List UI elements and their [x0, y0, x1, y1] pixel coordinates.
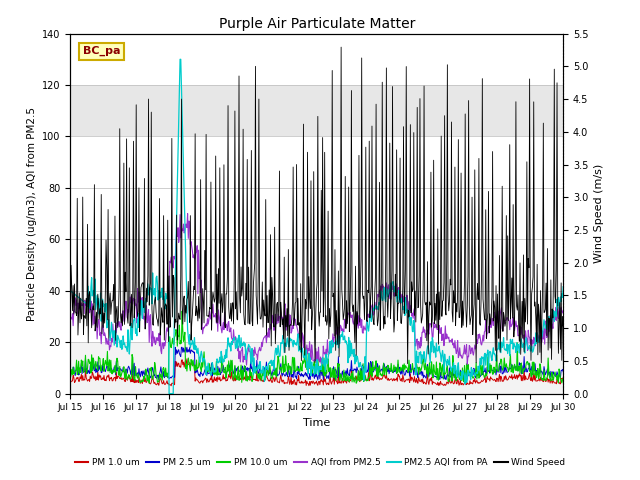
- Bar: [70, 85, 563, 136]
- Legend: PM 1.0 um, PM 2.5 um, PM 10.0 um, AQI from PM2.5, PM2.5 AQI from PA, Wind Speed: PM 1.0 um, PM 2.5 um, PM 10.0 um, AQI fr…: [71, 455, 569, 471]
- Bar: [70, 342, 563, 394]
- Y-axis label: Particle Density (ug/m3), AQI from PM2.5: Particle Density (ug/m3), AQI from PM2.5: [27, 107, 36, 321]
- Y-axis label: Wind Speed (m/s): Wind Speed (m/s): [594, 164, 604, 263]
- Text: BC_pa: BC_pa: [83, 46, 120, 57]
- X-axis label: Time: Time: [303, 418, 330, 428]
- Title: Purple Air Particulate Matter: Purple Air Particulate Matter: [219, 17, 415, 31]
